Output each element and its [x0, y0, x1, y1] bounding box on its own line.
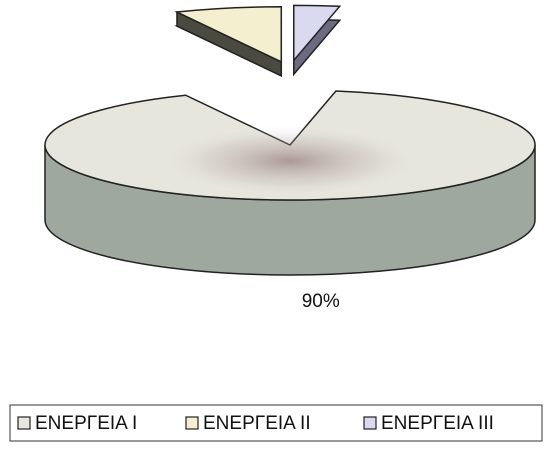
slice-part	[293, 4, 342, 63]
slice	[174, 6, 283, 77]
legend-swatch	[17, 416, 31, 430]
legend-label: ΕΝΕΡΓΕΙΑ III	[381, 413, 494, 434]
slice	[293, 4, 342, 77]
legend-swatch	[185, 416, 199, 430]
legend-label: ΕΝΕΡΓΕΙΑ II	[203, 413, 311, 434]
legend-swatch	[363, 416, 377, 430]
data-label: 90%	[302, 291, 340, 312]
slice-part	[150, 119, 430, 195]
legend-box	[9, 404, 543, 442]
slice-part	[174, 6, 283, 63]
legend-label: ΕΝΕΡΓΕΙΑ I	[35, 413, 137, 434]
slice	[44, 90, 536, 276]
